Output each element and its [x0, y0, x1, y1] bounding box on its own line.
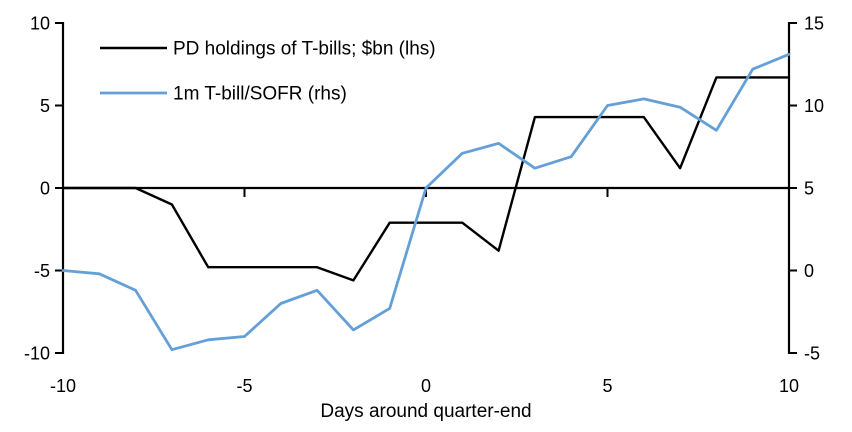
y-axis-right-tick-label: 10 — [804, 96, 824, 116]
series-line-tbill-sofr — [61, 52, 791, 352]
series-line-pd-holdings — [61, 76, 791, 282]
y-axis-right-tick-label: 15 — [804, 13, 824, 33]
x-axis-title: Days around quarter-end — [320, 401, 531, 422]
x-axis-tick-label: 0 — [421, 376, 431, 396]
y-axis-left-tick-label: 5 — [40, 96, 50, 116]
y-axis-left-tick-label: -5 — [34, 261, 50, 281]
y-axis-left-tick-label: 0 — [40, 178, 50, 198]
y-axis-right-tick-label: 5 — [804, 178, 814, 198]
legend-label: PD holdings of T-bills; $bn (lhs) — [173, 38, 436, 59]
x-axis-tick-label: -10 — [50, 376, 76, 396]
y-axis-left-tick-label: 10 — [30, 13, 50, 33]
y-axis-left-tick-label: -10 — [24, 343, 50, 363]
x-axis-tick-label: -5 — [236, 376, 252, 396]
legend-label: 1m T-bill/SOFR (rhs) — [173, 83, 347, 104]
x-axis-tick-label: 10 — [779, 376, 799, 396]
x-axis-tick-label: 5 — [602, 376, 612, 396]
y-axis-right-tick-label: -5 — [804, 343, 820, 363]
y-axis-right-tick-label: 0 — [804, 261, 814, 281]
